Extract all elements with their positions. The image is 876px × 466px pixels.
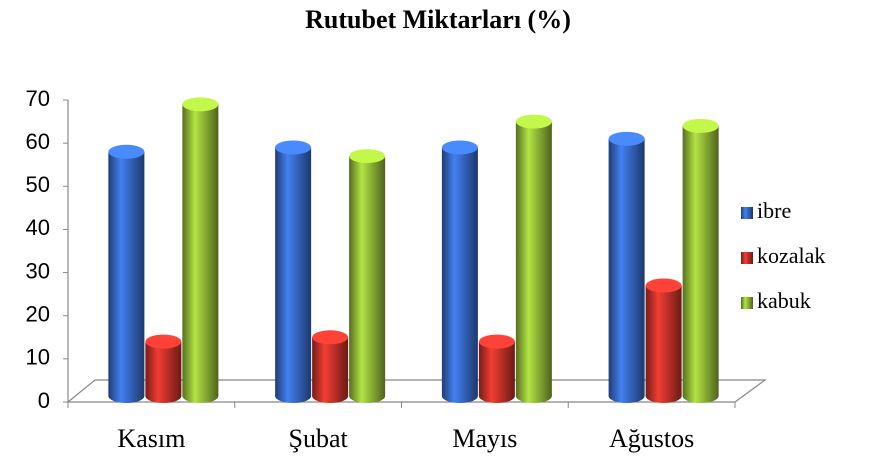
bar-top (608, 131, 645, 146)
x-tick-label: Kasım (117, 424, 185, 453)
bar-top (682, 118, 719, 133)
y-tick-label: 10 (26, 345, 50, 370)
bar (108, 151, 145, 396)
x-tick-label: Şubat (289, 424, 349, 453)
bar-top (182, 97, 219, 112)
bar (441, 147, 478, 396)
legend-label: ibre (757, 198, 791, 223)
bar-top (478, 334, 515, 349)
bar (312, 337, 349, 396)
bar (682, 125, 719, 396)
bar (608, 138, 645, 397)
y-tick-label: 40 (26, 215, 50, 240)
bar (275, 147, 312, 396)
chart-title: Rutubet Miktarları (%) (305, 5, 571, 34)
y-tick-label: 70 (26, 86, 50, 111)
bar (145, 341, 182, 396)
bar (645, 285, 682, 396)
x-tick-label: Mayıs (452, 424, 517, 453)
bar (515, 121, 552, 397)
bar-top (145, 334, 182, 349)
bar-top (441, 140, 478, 155)
floor (66, 379, 767, 403)
bar-top (515, 114, 552, 129)
y-tick-label: 20 (26, 302, 50, 327)
bar-top (645, 278, 682, 293)
bar-top (312, 330, 349, 345)
legend-swatch (741, 207, 753, 219)
y-tick-label: 0 (38, 388, 50, 413)
legend-swatch (741, 252, 753, 264)
bar-top (275, 140, 312, 155)
legend-swatch (741, 297, 753, 309)
y-tick-label: 50 (26, 172, 50, 197)
y-tick-label: 60 (26, 129, 50, 154)
bar (182, 104, 219, 397)
legend-label: kabuk (757, 288, 811, 313)
bar-top (349, 149, 386, 164)
bar (349, 156, 386, 396)
y-tick-label: 30 (26, 258, 50, 283)
bar (478, 341, 515, 396)
bar-top (108, 144, 145, 159)
x-tick-label: Ağustos (609, 424, 694, 453)
legend-label: kozalak (757, 243, 825, 268)
